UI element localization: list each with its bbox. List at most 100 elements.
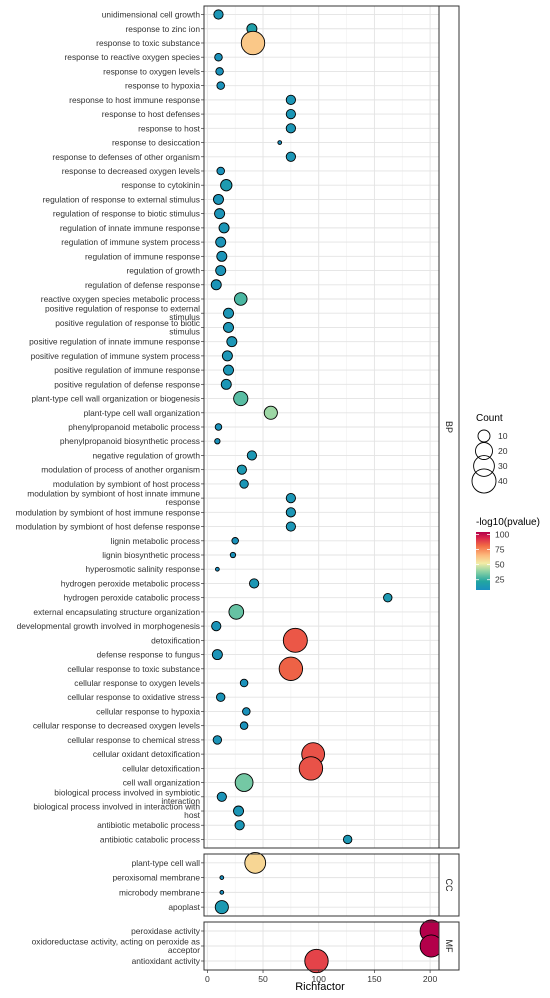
y-tick-label: modulation by symbiont of host process bbox=[53, 479, 200, 489]
size-legend-label: 40 bbox=[498, 476, 508, 486]
y-tick-label: plant-type cell wall organization or bio… bbox=[31, 394, 200, 404]
facet-strip bbox=[438, 853, 460, 917]
x-tick-label: 200 bbox=[423, 974, 438, 984]
y-tick-label: reactive oxygen species metabolic proces… bbox=[41, 294, 200, 304]
color-bar-label: 75 bbox=[495, 545, 505, 555]
y-tick-label: modulation of process of another organis… bbox=[41, 465, 200, 475]
y-tick-label: lignin biosynthetic process bbox=[102, 550, 200, 560]
data-point bbox=[223, 364, 234, 376]
data-point bbox=[211, 621, 222, 632]
data-point bbox=[231, 537, 239, 545]
y-tick-label: lignin metabolic process bbox=[111, 536, 200, 546]
y-tick-label: response to host defenses bbox=[102, 109, 200, 119]
data-point bbox=[216, 166, 225, 176]
y-tick-label: cellular response to decreased oxygen le… bbox=[33, 721, 200, 731]
color-bar-label: 25 bbox=[495, 575, 505, 585]
y-tick-label: unidimensional cell growth bbox=[102, 10, 201, 20]
data-point bbox=[221, 350, 233, 362]
data-point bbox=[282, 627, 308, 653]
y-tick-label: developmental growth involved in morphog… bbox=[17, 621, 200, 631]
y-tick-label: peroxisomal membrane bbox=[112, 873, 200, 883]
size-legend-key bbox=[473, 455, 495, 477]
color-legend-title: -log10(pvalue) bbox=[476, 517, 540, 528]
y-tick-label: cellular response to hypoxia bbox=[96, 706, 200, 716]
data-point bbox=[211, 649, 223, 661]
data-point bbox=[226, 336, 238, 348]
y-tick-label: positive regulation of defense response bbox=[54, 379, 200, 389]
data-point bbox=[342, 834, 353, 845]
data-point bbox=[285, 493, 296, 504]
y-tick-label: cellular response to toxic substance bbox=[67, 664, 200, 674]
y-tick-label: response to reactive oxygen species bbox=[65, 52, 200, 62]
y-tick-label: biological process involved in symbiotic… bbox=[54, 787, 200, 806]
panel-bp: unidimensional cell growth response to zi… bbox=[16, 5, 460, 849]
color-bar-label: 100 bbox=[495, 529, 510, 539]
data-point bbox=[214, 900, 229, 915]
y-tick-label: modulation by symbiont of host immune re… bbox=[16, 507, 201, 517]
size-legend-label: 10 bbox=[498, 431, 508, 441]
data-point bbox=[285, 521, 296, 532]
y-tick-label: antioxidant activity bbox=[132, 956, 201, 966]
y-tick-label: response to desiccation bbox=[112, 138, 200, 148]
data-point bbox=[244, 852, 267, 874]
data-point bbox=[278, 656, 304, 681]
data-point bbox=[277, 140, 283, 145]
data-point bbox=[214, 438, 221, 445]
data-point bbox=[215, 265, 227, 277]
y-tick-label: response to hypoxia bbox=[125, 81, 200, 91]
y-tick-label: response to host immune response bbox=[69, 95, 200, 105]
data-point bbox=[246, 450, 257, 461]
data-point bbox=[215, 566, 220, 572]
data-point bbox=[234, 292, 248, 306]
panel-cc: plant-type cell wall peroxisomal membrane… bbox=[112, 852, 460, 917]
data-point bbox=[228, 604, 245, 620]
legend: Count 10 20 30 40 -log10(pvalue) 25 50 75 100 bbox=[471, 413, 540, 590]
data-point bbox=[239, 721, 249, 730]
data-point bbox=[242, 707, 251, 716]
y-tick-label: detoxification bbox=[151, 635, 200, 645]
x-tick-label: 100 bbox=[312, 974, 327, 984]
data-point bbox=[218, 222, 230, 234]
color-bar-label: 50 bbox=[495, 560, 505, 570]
facet-strip-label: CC bbox=[444, 879, 454, 892]
y-tick-label: plant-type cell wall organization bbox=[84, 408, 201, 418]
y-tick-label: positive regulation of innate immune res… bbox=[29, 337, 200, 347]
data-point bbox=[239, 479, 249, 489]
y-tick-label: cellular response to oxidative stress bbox=[67, 692, 200, 702]
y-tick-label: regulation of innate immune response bbox=[60, 223, 200, 233]
data-point bbox=[383, 592, 393, 603]
data-point bbox=[213, 9, 224, 20]
y-tick-label: cellular response to chemical stress bbox=[67, 735, 200, 745]
y-tick-label: regulation of growth bbox=[126, 266, 200, 276]
y-tick-label: response to decreased oxygen levels bbox=[62, 166, 200, 176]
data-point bbox=[215, 67, 224, 76]
data-point bbox=[240, 30, 266, 56]
data-point bbox=[285, 123, 296, 134]
data-point bbox=[285, 108, 296, 120]
data-point bbox=[214, 423, 223, 431]
size-legend-key bbox=[471, 468, 497, 494]
y-tick-label: positive regulation of immune response bbox=[54, 365, 200, 375]
data-point bbox=[216, 250, 228, 262]
y-tick-label: modulation by symbiont of host defense r… bbox=[16, 522, 201, 532]
color-bar bbox=[476, 532, 490, 590]
y-tick-label: phenylpropanoid biosynthetic process bbox=[60, 436, 200, 446]
y-tick-label: regulation of defense response bbox=[85, 280, 200, 290]
size-legend-label: 20 bbox=[498, 446, 508, 456]
data-point bbox=[263, 405, 278, 420]
y-tick-label: positive regulation of response to exter… bbox=[45, 304, 200, 323]
data-point bbox=[285, 94, 296, 105]
y-tick-label: cellular response to oxygen levels bbox=[74, 678, 200, 688]
y-tick-label: phenylpropanoid metabolic process bbox=[68, 422, 200, 432]
facet-strip-label: MF bbox=[444, 940, 454, 953]
data-point bbox=[233, 390, 249, 407]
data-point bbox=[210, 279, 222, 291]
data-point bbox=[285, 507, 296, 518]
y-tick-label: peroxidase activity bbox=[131, 926, 201, 936]
data-point bbox=[215, 236, 227, 248]
data-point bbox=[239, 678, 249, 688]
data-point bbox=[220, 378, 232, 390]
data-point bbox=[304, 948, 329, 974]
